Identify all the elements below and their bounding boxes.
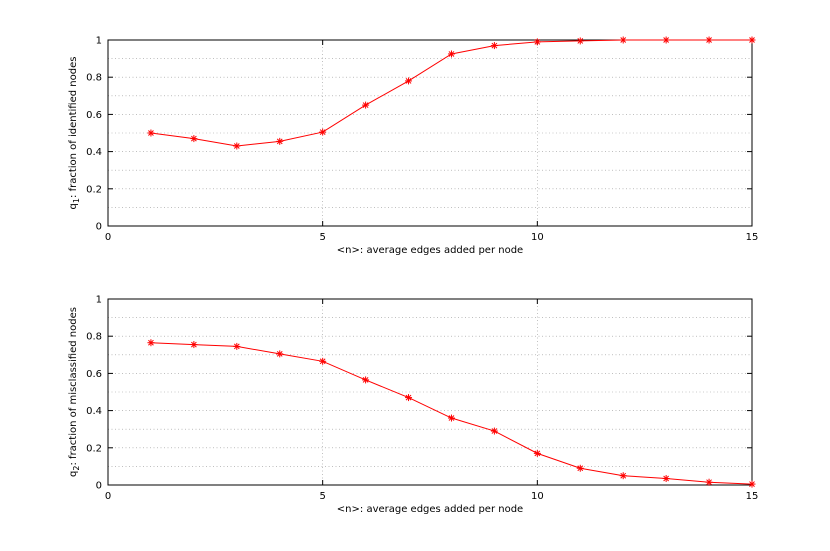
data-point <box>490 42 498 50</box>
y-tick-label: 0.4 <box>86 406 102 417</box>
data-point <box>662 474 670 482</box>
x-tick-label: 0 <box>105 232 111 243</box>
x-tick-label: 0 <box>105 491 111 502</box>
data-point <box>576 37 584 45</box>
data-point <box>447 50 455 58</box>
axes-frame <box>107 39 753 227</box>
y-axis-label-main: q <box>68 471 79 477</box>
series-line <box>150 342 753 485</box>
data-point <box>276 137 284 145</box>
data-point <box>619 472 627 480</box>
data-point <box>705 478 713 486</box>
y-tick-label: 0.6 <box>86 110 102 121</box>
data-point <box>748 36 756 44</box>
data-point <box>147 339 155 347</box>
data-point <box>233 142 241 150</box>
data-point <box>362 101 370 109</box>
x-axis-label: <n>: average edges added per node <box>337 504 523 515</box>
y-tick-label: 1 <box>96 295 102 306</box>
x-axis-label: <n>: average edges added per node <box>337 245 523 256</box>
y-axis-label-rest: : fraction of misclassified nodes <box>68 307 79 465</box>
x-tick-label: 5 <box>319 232 325 243</box>
data-point <box>405 394 413 402</box>
bottom-panel: 0 5 10 15 0 0.2 0.4 0.6 0.8 1 <n>: average edges a… <box>68 295 758 516</box>
y-tick-label: 0.2 <box>86 184 102 195</box>
x-tick-label: 10 <box>531 491 544 502</box>
data-point <box>276 350 284 358</box>
data-point <box>490 427 498 435</box>
y-axis-label-subscript: 1 <box>72 198 81 203</box>
y-axis-label: q2: fraction of misclassified nodes <box>68 307 81 477</box>
y-tick-label: 0.4 <box>86 147 102 158</box>
data-point <box>190 341 198 349</box>
x-tick-label: 15 <box>746 232 759 243</box>
data-point <box>576 464 584 472</box>
x-tick-label: 15 <box>746 491 759 502</box>
data-point <box>190 135 198 143</box>
y-axis-label-main: q <box>68 203 79 209</box>
data-point <box>319 128 327 136</box>
data-point <box>447 414 455 422</box>
data-point <box>748 480 756 488</box>
data-point <box>319 357 327 365</box>
top-panel: 0 5 10 15 0 0.2 0.4 0.6 0.8 1 <n>: average edges a… <box>68 36 758 257</box>
data-point <box>362 376 370 384</box>
y-tick-label: 0.8 <box>86 332 102 343</box>
y-tick-label: 0.8 <box>86 73 102 84</box>
y-tick-label: 0 <box>96 222 102 233</box>
data-point <box>147 129 155 137</box>
axes-frame <box>107 298 753 486</box>
y-tick-label: 1 <box>96 36 102 47</box>
data-point <box>619 36 627 44</box>
x-tick-label: 10 <box>531 232 544 243</box>
y-tick-label: 0.6 <box>86 369 102 380</box>
data-point <box>705 36 713 44</box>
x-tick-label: 5 <box>319 491 325 502</box>
y-axis-label-rest: : fraction of identified nodes <box>68 57 79 198</box>
y-axis-label-subscript: 2 <box>72 465 81 470</box>
data-point <box>533 449 541 457</box>
data-point <box>662 36 670 44</box>
y-tick-label: 0 <box>96 481 102 492</box>
data-point <box>533 38 541 46</box>
y-tick-label: 0.2 <box>86 443 102 454</box>
data-point <box>233 342 241 350</box>
y-axis-label: q1: fraction of identified nodes <box>68 57 81 210</box>
data-point <box>405 77 413 85</box>
